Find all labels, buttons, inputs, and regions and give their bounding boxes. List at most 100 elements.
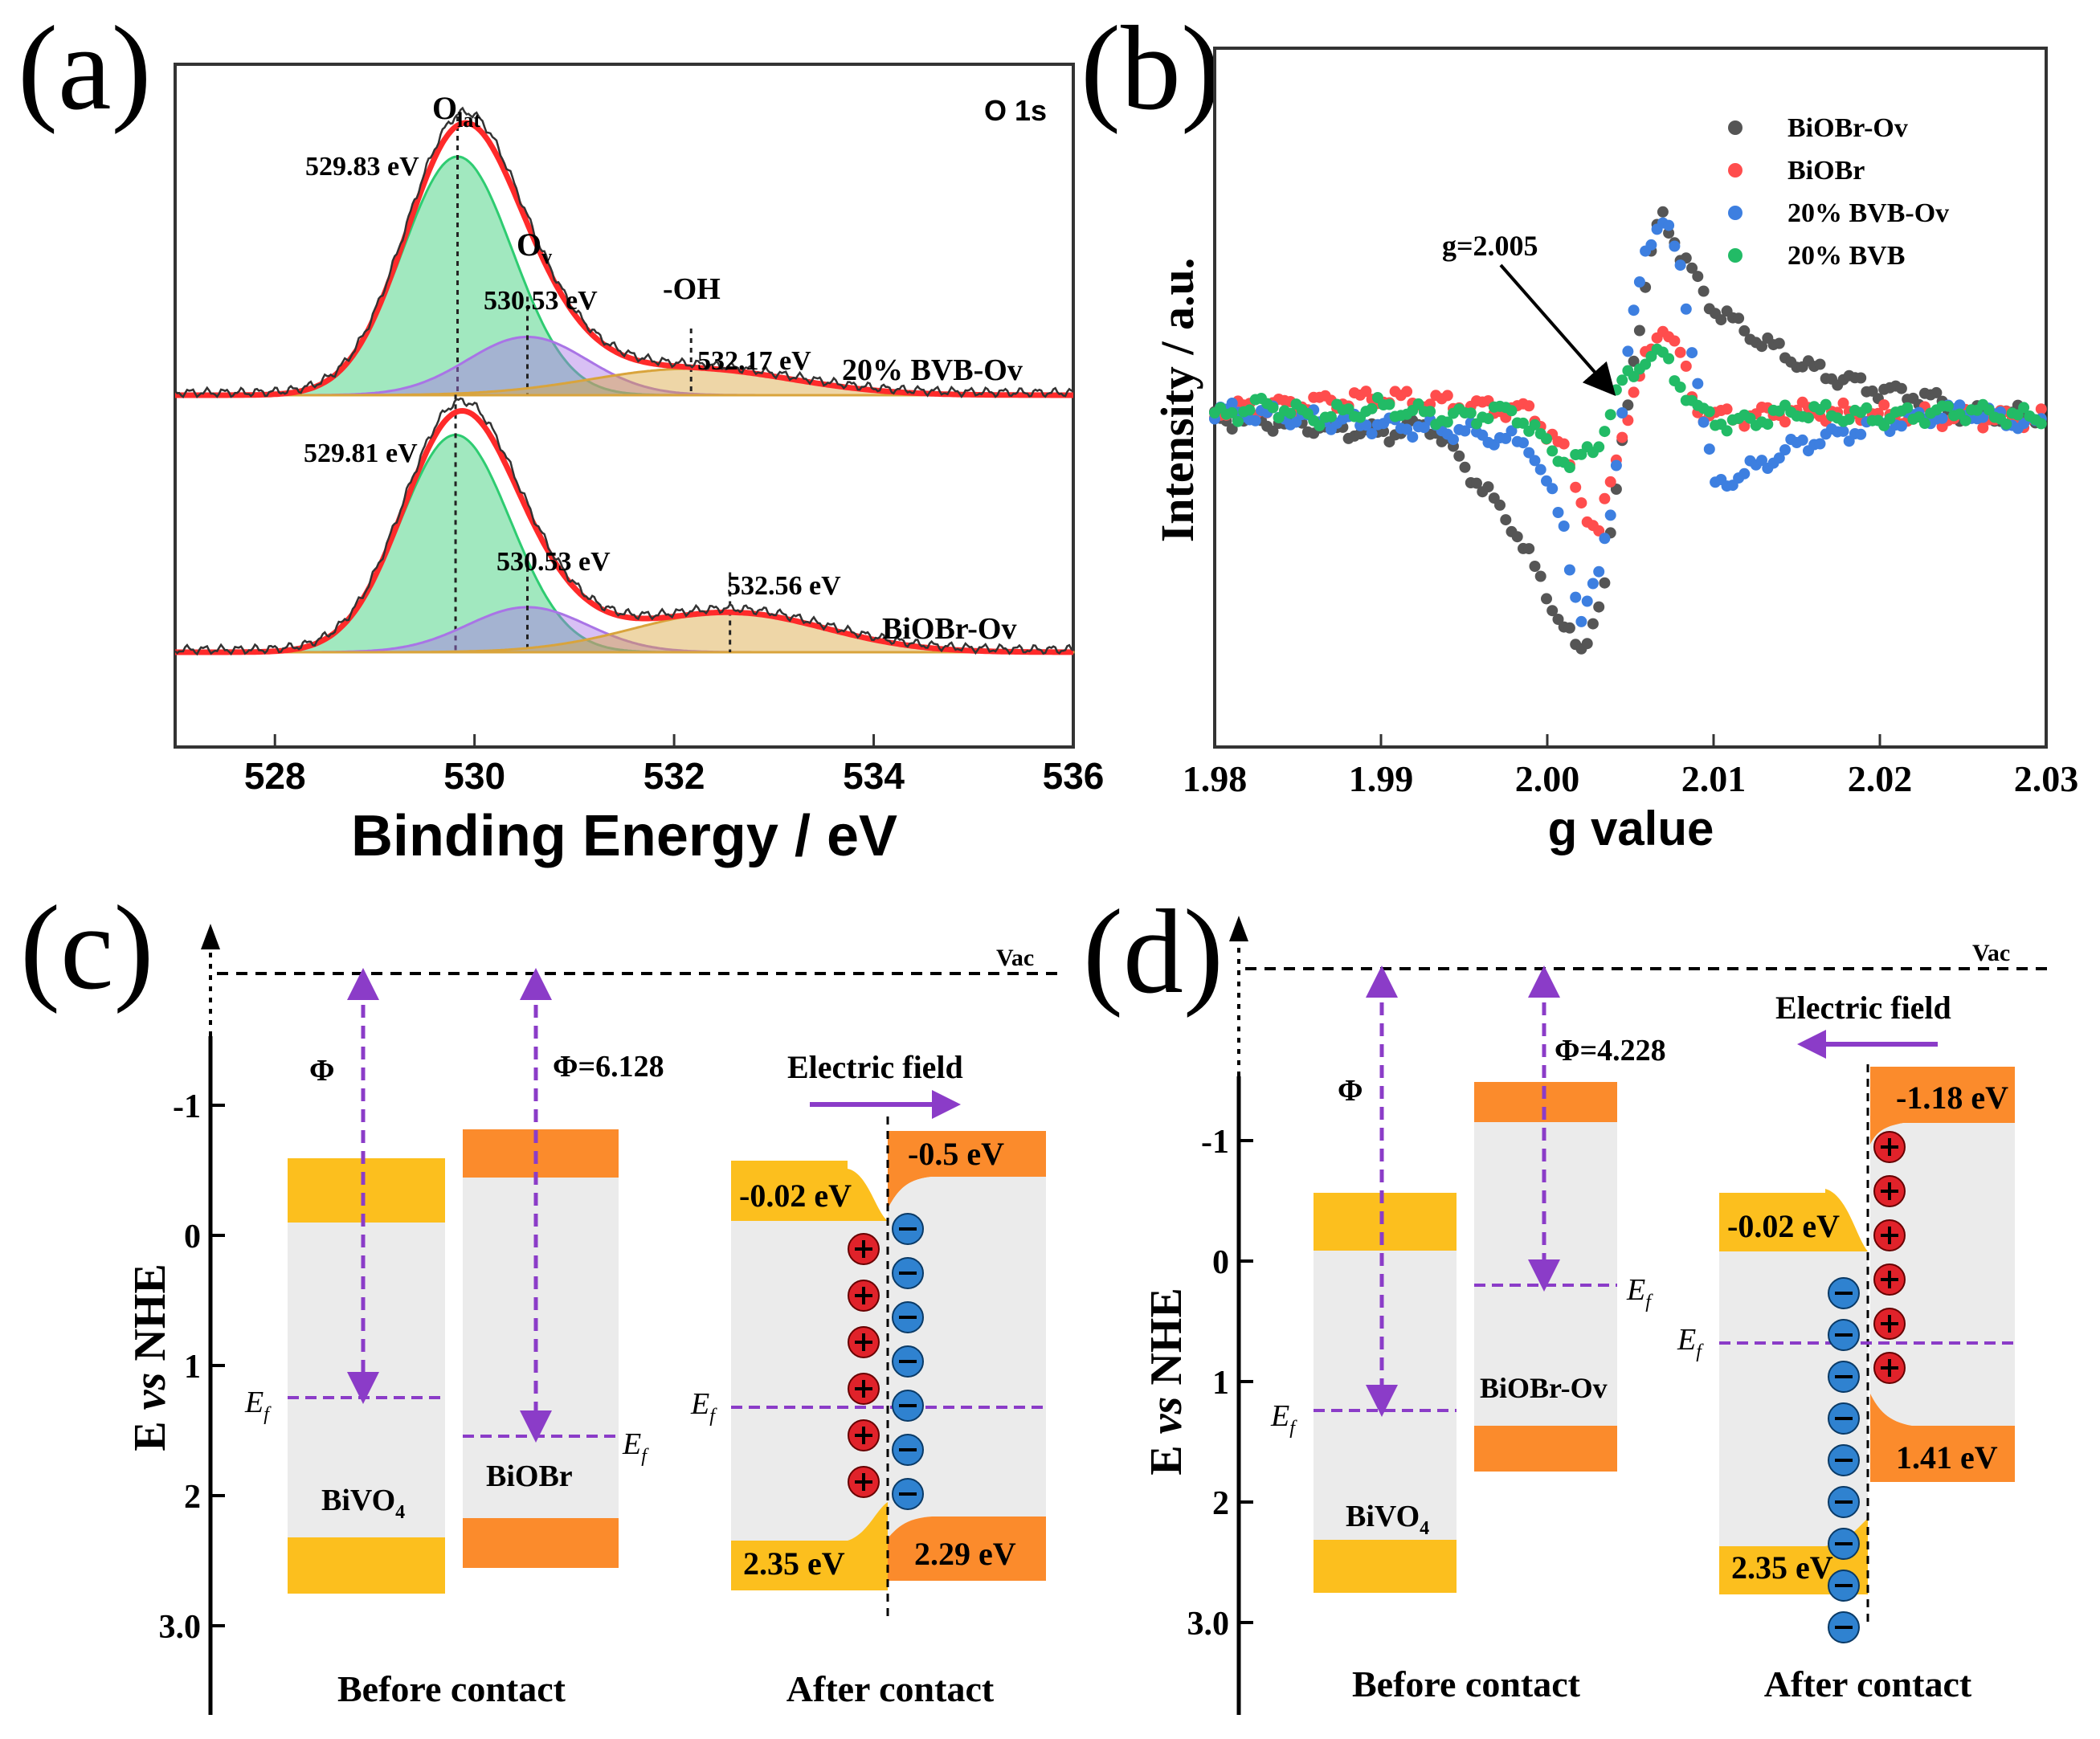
legend-marker — [1728, 163, 1743, 178]
data-point — [1674, 382, 1686, 393]
data-point — [1616, 374, 1628, 386]
legend-marker — [1728, 206, 1743, 220]
ann-olat-bot: 529.81 eV — [304, 439, 418, 468]
d-ef-label-right: Ef — [1626, 1273, 1653, 1312]
y-tick-label: 0 — [1212, 1244, 1229, 1281]
data-point — [1546, 483, 1559, 495]
legend-marker — [1728, 120, 1743, 135]
data-point — [1703, 443, 1715, 455]
data-point — [1506, 405, 1518, 417]
d-after-vb-left — [1719, 1518, 1868, 1594]
data-point — [1249, 414, 1261, 427]
data-point — [1342, 403, 1354, 415]
data-point — [1640, 358, 1652, 370]
d-bivo4-vb — [1314, 1540, 1457, 1593]
data-point — [1599, 426, 1611, 438]
data-point — [1441, 390, 1453, 402]
y-tick-label: -1 — [1201, 1124, 1229, 1161]
d-cb-right: -1.18 eV — [1896, 1080, 2008, 1116]
data-point — [1529, 561, 1541, 572]
data-point — [1895, 382, 1907, 394]
d-after-cb-left — [1719, 1189, 1868, 1251]
x-tick-label: 530 — [443, 755, 505, 797]
plus-sign — [855, 1287, 872, 1304]
data-point — [1511, 531, 1523, 543]
c-before-caption: Before contact — [337, 1668, 566, 1709]
label-ov: Ov — [517, 227, 552, 268]
panel-a-label: (a) — [18, 2, 151, 135]
data-point — [1541, 433, 1552, 445]
data-point — [1633, 276, 1645, 288]
data-point — [1494, 499, 1506, 511]
data-point — [1448, 434, 1459, 446]
spectrum-top — [174, 106, 1074, 399]
data-point — [1523, 447, 1535, 459]
plus-sign — [855, 1240, 872, 1258]
data-point — [1459, 461, 1471, 473]
raw-spectrum — [174, 106, 1074, 399]
data-point — [1563, 622, 1575, 634]
data-point — [1575, 615, 1587, 627]
c-yaxis-arrow — [201, 924, 220, 949]
data-point — [1226, 398, 1238, 409]
data-point — [1762, 418, 1774, 431]
data-point — [1680, 360, 1692, 372]
data-point — [1314, 420, 1326, 431]
c-after-caption: After contact — [786, 1668, 995, 1709]
panel-a-xlabel: Binding Energy / eV — [351, 804, 897, 868]
c-vb-right: 2.29 eV — [914, 1536, 1016, 1572]
d-yaxis-arrow — [1229, 916, 1248, 941]
data-point — [1779, 416, 1791, 428]
data-point — [1814, 358, 1826, 370]
data-point — [1523, 400, 1535, 412]
data-point — [1861, 402, 1873, 414]
d-after-gap-left — [1719, 1251, 1868, 1546]
data-point — [1610, 384, 1622, 396]
x-tick-label: 528 — [244, 755, 306, 797]
data-point — [1604, 409, 1616, 421]
c-after-cb-left — [731, 1161, 888, 1221]
data-point — [1366, 428, 1378, 439]
data-point — [1599, 577, 1611, 589]
data-point — [1441, 416, 1453, 428]
data-point — [1721, 403, 1733, 415]
d-after-vb-right — [1870, 1394, 2015, 1482]
y-tick-label: 3.0 — [159, 1609, 202, 1646]
data-point — [1360, 419, 1372, 431]
c-biobr-cb — [463, 1129, 619, 1178]
y-tick-label: 3.0 — [1187, 1606, 1230, 1643]
panel-a-title: O 1s — [984, 94, 1047, 127]
data-point — [1796, 434, 1808, 446]
data-point — [1482, 413, 1494, 425]
data-point — [1756, 455, 1767, 467]
data-point — [1674, 259, 1686, 271]
sample-bottom: BiOBr-Ov — [882, 612, 1016, 646]
legend-label: BiOBr-Ov — [1787, 113, 1908, 143]
panel-b-ylabel: Intensity / a.u. — [1151, 258, 1203, 543]
x-tick-label: 536 — [1043, 755, 1105, 797]
c-charges — [848, 1213, 924, 1510]
data-point — [1628, 370, 1640, 382]
data-point — [1959, 414, 1971, 427]
data-point — [1465, 407, 1477, 419]
legend-label: 20% BVB — [1787, 241, 1905, 271]
data-point — [1529, 455, 1541, 467]
data-point — [1424, 406, 1436, 418]
data-point — [1581, 595, 1593, 607]
data-point — [1599, 492, 1611, 504]
data-point — [1518, 417, 1529, 429]
d-after-gap-right — [1870, 1123, 2015, 1426]
data-point — [1977, 422, 1989, 434]
legend-label: BiOBr — [1787, 156, 1865, 186]
data-point — [1843, 414, 1855, 425]
data-point — [2018, 402, 2030, 414]
data-point — [1558, 438, 1570, 450]
data-point — [1837, 425, 1849, 437]
data-point — [1622, 345, 1634, 357]
data-point — [1633, 325, 1645, 337]
data-point — [1546, 605, 1559, 617]
data-point — [1506, 425, 1518, 437]
data-point — [1244, 404, 1256, 416]
data-point — [1936, 412, 1948, 424]
